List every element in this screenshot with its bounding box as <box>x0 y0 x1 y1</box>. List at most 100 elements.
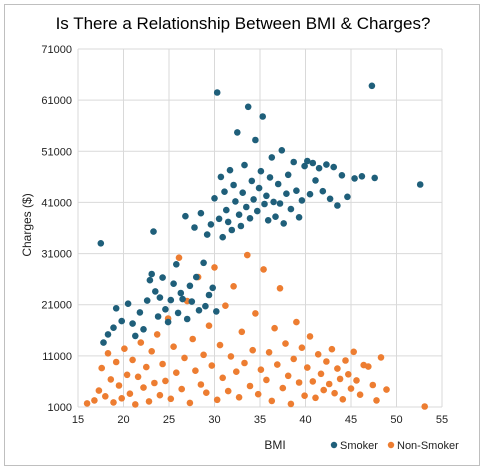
non-smoker-point <box>205 322 213 330</box>
non-smoker-point <box>235 394 243 401</box>
smoker-point <box>118 317 125 325</box>
non-smoker-point <box>159 360 166 368</box>
non-smoker-point <box>301 392 308 400</box>
smoker-point <box>188 298 196 305</box>
non-smoker-point <box>279 384 287 392</box>
y-tick-label: 11000 <box>42 351 72 363</box>
smoker-point <box>243 203 250 211</box>
smoker-point <box>202 302 209 310</box>
smoker-point <box>129 320 136 327</box>
non-smoker-point <box>249 346 256 354</box>
non-smoker-point <box>350 348 358 356</box>
non-smoker-point <box>241 359 248 367</box>
smoker-point <box>182 212 189 220</box>
smoker-point <box>200 259 207 267</box>
non-smoker-point <box>317 370 325 378</box>
non-smoker-point <box>153 331 161 338</box>
non-smoker-point <box>197 381 205 388</box>
non-smoker-point <box>167 395 175 403</box>
non-smoker-point <box>284 372 292 380</box>
non-smoker-point <box>309 378 317 385</box>
smoker-point <box>124 300 132 308</box>
non-smoker-point <box>222 302 229 310</box>
smoker-point <box>207 221 215 228</box>
smoker-point <box>306 190 314 198</box>
y-tick-label: 41000 <box>41 197 72 209</box>
non-smoker-point <box>213 396 221 404</box>
non-smoker-point <box>227 353 235 360</box>
non-smoker-point <box>265 349 273 356</box>
smoker-point <box>221 188 228 195</box>
smoker-point <box>224 218 232 226</box>
smoker-point <box>143 297 151 304</box>
smoker-point <box>309 159 317 167</box>
non-smoker-point <box>148 348 155 355</box>
non-smoker-point <box>104 350 112 357</box>
smoker-point <box>146 276 154 284</box>
x-tick-label: 45 <box>345 414 357 426</box>
legend-label-smoker: Smoker <box>340 440 378 452</box>
non-smoker-point <box>200 351 207 359</box>
smoker-point <box>351 175 358 182</box>
non-smoker-point <box>203 389 210 397</box>
non-smoker-point <box>170 343 177 351</box>
non-smoker-point <box>178 385 185 393</box>
smoker-point <box>284 171 292 179</box>
non-smoker-point <box>246 382 254 390</box>
non-smoker-point <box>369 381 377 389</box>
smoker-point <box>232 198 239 205</box>
x-tick-label: 20 <box>117 414 129 426</box>
chart-title: Is There a Relationship Between BMI & Ch… <box>56 14 431 33</box>
smoker-point <box>112 305 120 312</box>
smoker-point <box>215 215 223 223</box>
smoker-point <box>278 147 286 154</box>
non-smoker-point <box>342 357 349 364</box>
non-smoker-point <box>233 368 240 376</box>
non-smoker-point <box>219 374 226 382</box>
smoker-point <box>104 331 112 338</box>
non-smoker-point <box>312 394 319 402</box>
non-smoker-point <box>325 380 333 388</box>
non-smoker-point <box>295 379 303 386</box>
smoker-point <box>368 82 376 90</box>
smoker-point <box>315 164 323 172</box>
smoker-point <box>250 196 257 203</box>
non-smoker-point <box>126 390 134 398</box>
y-tick-label: 61000 <box>41 95 72 107</box>
non-smoker-point <box>252 310 259 317</box>
smoker-point <box>319 187 327 195</box>
smoker-point <box>257 167 265 175</box>
non-smoker-point <box>129 356 136 364</box>
non-smoker-point <box>107 376 115 383</box>
non-smoker-point <box>134 373 142 381</box>
x-tick-label: 35 <box>254 414 266 426</box>
non-smoker-point <box>216 341 224 349</box>
smoker-point <box>154 313 162 320</box>
non-smoker-point <box>83 400 91 407</box>
x-tick-label: 50 <box>390 414 402 426</box>
smoker-point <box>274 180 282 188</box>
smoker-point <box>234 129 241 136</box>
non-smoker-point <box>145 398 153 405</box>
y-tick-label: 21000 <box>41 300 72 312</box>
non-smoker-point <box>186 399 194 407</box>
legend: Smoker Non-Smoker <box>330 440 459 452</box>
smoker-point <box>255 184 263 192</box>
smoker-point <box>195 307 203 314</box>
smoker-point <box>268 154 276 161</box>
non-smoker-point <box>140 384 147 391</box>
smoker-point <box>344 193 351 201</box>
non-smoker-point <box>102 393 109 400</box>
smoker-point <box>266 174 274 181</box>
smoker-point <box>217 173 225 181</box>
smoker-point <box>148 270 155 278</box>
y-tick-label: 1000 <box>48 402 72 414</box>
non-smoker-point <box>162 377 169 385</box>
non-smoker-point <box>254 390 262 398</box>
non-smoker-point <box>373 397 380 404</box>
non-smoker-point <box>112 358 120 366</box>
smoker-point <box>97 240 105 247</box>
smoker-point <box>183 315 191 323</box>
smoker-point <box>162 306 169 313</box>
x-axis-label: BMI <box>264 438 285 452</box>
